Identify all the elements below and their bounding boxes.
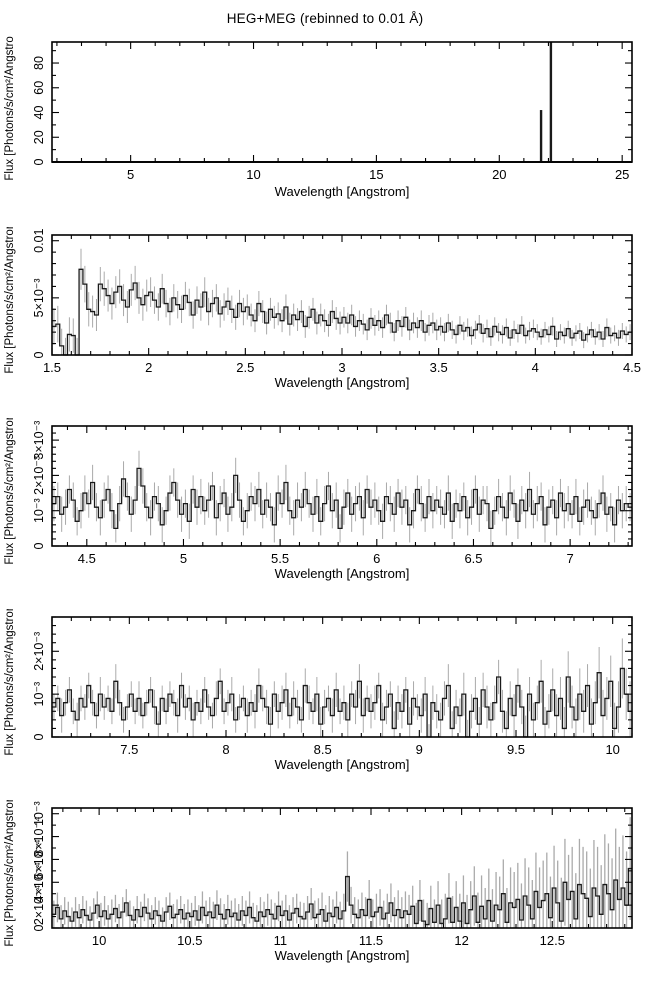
spectrum-panel-overview: 5 10 15 20 25 0 20 40 60 80 Flux [Photons/s/cm²/An… [0,36,650,227]
x-tick-label: 12.5 [540,933,565,948]
x-tick-label: 10 [246,167,260,182]
x-tick-label: 9.5 [507,742,525,757]
y-tick-label: 0 [32,351,46,358]
x-tick-labels: 10 10.5 11 11.5 12 12.5 [92,933,565,948]
x-tick-labels: 5 10 15 20 25 [127,167,629,182]
x-tick-labels: 1.5 2 2.5 3 3.5 4 4.5 [43,360,641,375]
y-axis-label: Flux [Photons/s/cm²/Angstrom] [4,227,16,374]
histogram-trace [52,667,632,738]
y-tick-label: 20 [32,130,46,144]
x-axis-label: Wavelength [Angstrom] [274,566,410,581]
y-tick-label: 60 [32,81,46,95]
y-tick-label: 2×10⁻⁴ [32,885,46,925]
x-tick-label: 11.5 [359,933,383,948]
x-tick-label: 7.5 [120,742,138,757]
chart-title: HEG+MEG (rebinned to 0.01 Å) [226,11,424,26]
y-axis-label: Flux [Photons/s/cm²/Angstrom] [4,36,16,181]
x-tick-label: 6 [373,551,380,566]
y-axis-label: Flux [Photons/s/cm²/Angstrom] [4,418,16,565]
plot-canvas-4: 7.5 8 8.5 9 9.5 10 0 10⁻³ 2×10⁻³ Flux [Photons/s/… [4,609,633,757]
y-tick-label: 3×10⁻³ [32,421,46,460]
plot-canvas-5: 10 10.5 11 11.5 12 12.5 02×10⁻⁴4×10⁻⁴6×10⁻⁴8×1… [4,800,633,948]
x-tick-label: 8 [222,742,229,757]
plot-canvas-3: 4.5 5 5.5 6 6.5 7 0 10⁻³ 2×10⁻³3×10⁻³ Flux [Photo… [4,418,633,566]
x-tick-label: 7 [566,551,573,566]
y-tick-label: 10⁻³ [32,498,46,523]
x-tick-label: 10.5 [177,933,202,948]
y-tick-label: 0 [32,733,46,740]
x-axis-label: Wavelength [Angstrom] [274,375,410,390]
plot-frame [51,807,633,929]
histogram-trace [52,268,632,356]
x-tick-label: 20 [492,167,506,182]
y-axis-label: Flux [Photons/s/cm²/Angstrom] [4,800,16,947]
y-tick-label: 0 [32,542,46,549]
histogram-trace [52,467,632,529]
x-tick-label: 10 [92,933,106,948]
x-tick-label: 12 [454,933,468,948]
y-tick-label: 2×10⁻³ [32,632,46,671]
y-axis-label: Flux [Photons/s/cm²/Angstrom] [4,609,16,756]
y-tick-labels: 0 10⁻³ 2×10⁻³3×10⁻³ [32,421,46,550]
x-tick-label: 4.5 [78,551,96,566]
axis-ticks [52,42,632,163]
spectrum-panel-3: 4.5 5 5.5 6 6.5 7 0 10⁻³ 2×10⁻³ 3×10⁻³ Flux [Photo… [0,418,650,609]
x-axis-label: Wavelength [Angstrom] [274,757,410,772]
x-tick-labels: 4.5 5 5.5 6 6.5 7 [78,551,574,566]
x-tick-label: 8.5 [314,742,332,757]
x-tick-label: 2.5 [236,360,254,375]
plot-canvas-overview: 5 10 15 20 25 0 20 40 60 80 Flux [Photons/s/cm²/An… [4,36,633,182]
x-tick-label: 2 [145,360,152,375]
x-axis-label: Wavelength [Angstrom] [274,948,410,963]
spectrum-panel-4: 7.5 8 8.5 9 9.5 10 0 10⁻³ 2×10⁻³ Flux [Photons/s/… [0,609,650,800]
y-tick-labels: 0 5×10⁻³ 0.01 [32,228,46,358]
spectrum-panel-5: 10 10.5 11 11.5 12 12.5 0 2×10⁻⁴ 4×10⁻⁴ 6×10⁻⁴ 8×1… [0,800,650,991]
y-tick-label: 40 [32,106,46,120]
y-tick-label: 5×10⁻³ [32,278,46,317]
y-tick-labels: 02×10⁻⁴4×10⁻⁴6×10⁻⁴8×10⁻⁴10⁻³ [32,801,46,931]
x-tick-label: 4.5 [623,360,641,375]
y-tick-label: 2×10⁻³ [32,456,46,495]
y-tick-label: 10⁻³ [32,682,46,707]
error-bars [53,817,631,928]
y-tick-label: 8×10⁻⁴ [32,817,46,857]
x-tick-label: 15 [369,167,383,182]
x-tick-labels: 7.5 8 8.5 9 9.5 10 [120,742,620,757]
y-tick-labels: 0 20 40 60 80 [32,56,46,165]
x-tick-label: 3 [338,360,345,375]
x-tick-label: 1.5 [43,360,61,375]
y-tick-label: 0.01 [32,228,46,252]
x-tick-label: 5 [180,551,187,566]
x-tick-label: 9 [416,742,423,757]
y-tick-label: 0 [32,158,46,165]
x-tick-label: 4 [532,360,539,375]
x-tick-label: 6.5 [464,551,482,566]
plot-canvas-2: 1.5 2 2.5 3 3.5 4 4.5 0 5×10⁻³ 0.01 Flux [Photons/… [4,227,641,375]
y-tick-label: 4×10⁻⁴ [32,862,46,902]
y-tick-label: 80 [32,56,46,70]
spectrum-panel-2: 1.5 2 2.5 3 3.5 4 4.5 0 5×10⁻³ 0.01 Flux [Photons/… [0,227,650,418]
x-axis-label: Wavelength [Angstrom] [274,184,410,199]
y-tick-label: 0 [32,924,46,931]
y-tick-label: 10⁻³ [32,801,46,826]
plot-frame [51,616,633,738]
x-tick-label: 25 [615,167,629,182]
histogram-trace [52,42,632,163]
x-tick-label: 3.5 [430,360,448,375]
plot-frame [51,234,633,356]
plot-frame [51,41,633,163]
x-tick-label: 5 [127,167,134,182]
x-tick-label: 5.5 [271,551,289,566]
y-tick-labels: 0 10⁻³ 2×10⁻³ [32,632,46,741]
x-tick-label: 10 [605,742,619,757]
x-tick-label: 11 [274,933,288,948]
plot-frame [51,425,633,547]
y-tick-label: 6×10⁻⁴ [32,839,46,879]
histogram-trace [52,867,632,926]
